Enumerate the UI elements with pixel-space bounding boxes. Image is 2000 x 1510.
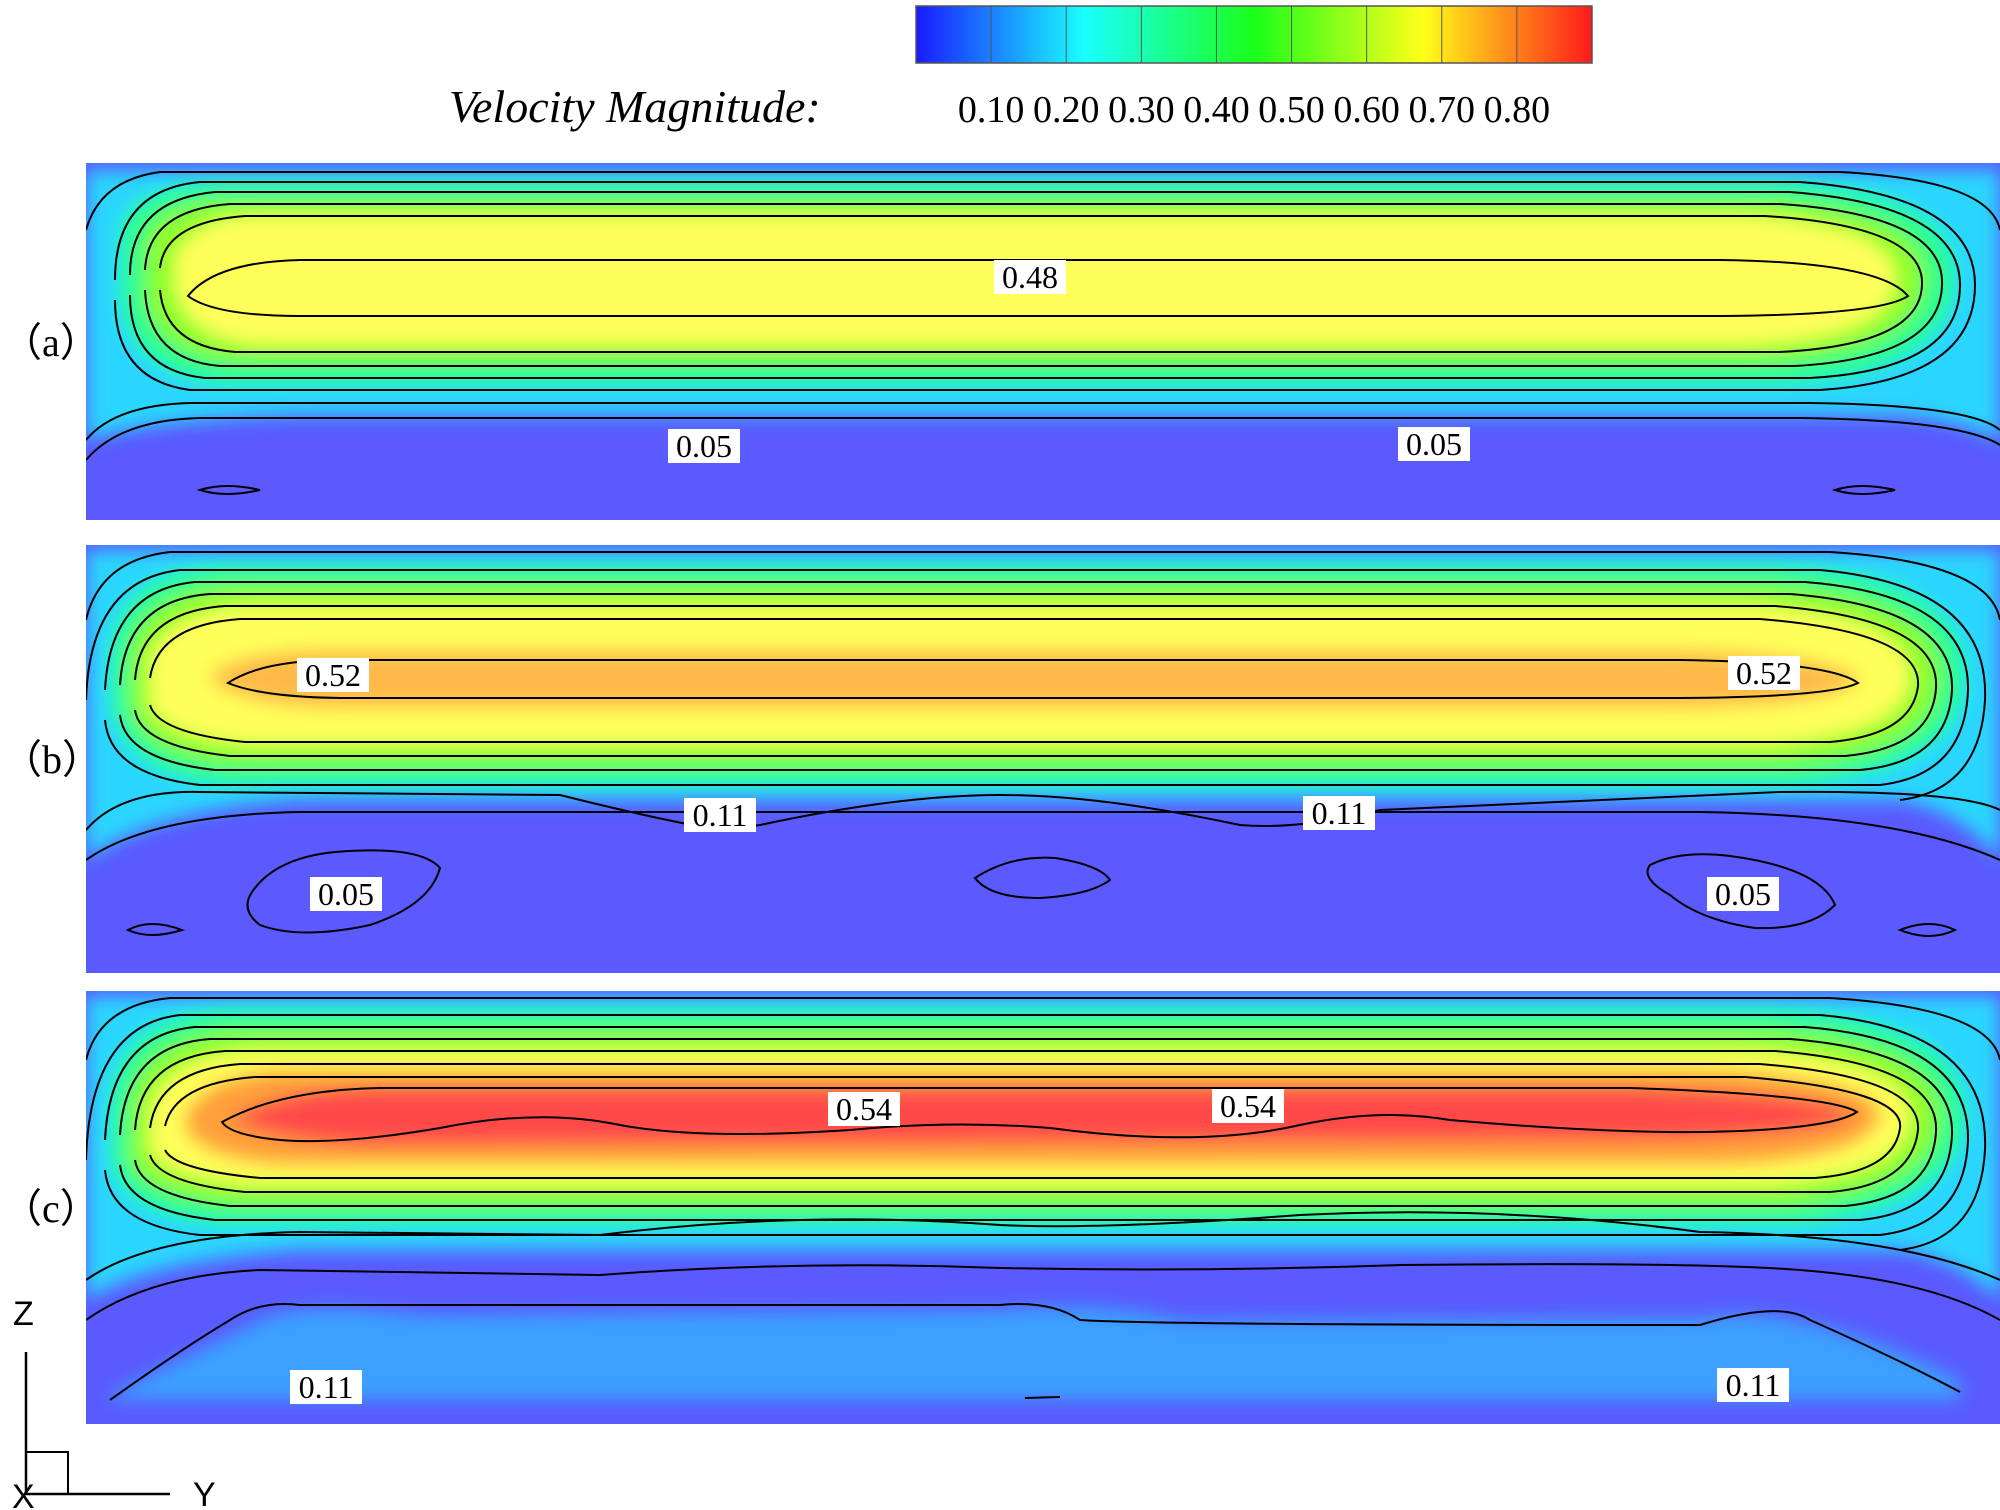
panel-b-labels: 0.52 0.52 0.11 0.11 0.05 0.05 [297, 655, 1800, 912]
colorbar-tick-labels: 0.10 0.20 0.30 0.40 0.50 0.60 0.70 0.80 [958, 89, 1550, 131]
colorbar-tick-label: 0.80 [1484, 89, 1551, 131]
colorbar-gradient [915, 5, 1593, 64]
colorbar: Velocity Magnitude: 0.10 0.20 0.30 0.40 0.50… [449, 5, 1593, 132]
panel-c-tag: （c） [2, 1186, 100, 1231]
contour-label: 0.48 [1002, 259, 1058, 295]
contour-label: 0.11 [693, 797, 748, 833]
panel-b: 0.52 0.52 0.11 0.11 0.05 0.05 [86, 545, 2000, 973]
panel-c-labels: 0.54 0.54 0.11 0.11 [290, 1088, 1789, 1405]
colorbar-tick-label: 0.50 [1258, 89, 1325, 131]
contour-label: 0.54 [1220, 1088, 1276, 1124]
panel-c-contours [86, 997, 2000, 1401]
contour-label-box [310, 877, 382, 911]
contour-label-box [297, 658, 369, 692]
contour-label-box [1303, 796, 1375, 830]
colorbar-tick-label: 0.70 [1409, 89, 1476, 131]
axis-triad: Z Y X [12, 1295, 216, 1510]
panel-a-tag: （a） [2, 320, 100, 365]
contour-label: 0.05 [676, 428, 732, 464]
contour-label: 0.54 [836, 1091, 892, 1127]
colorbar-title: Velocity Magnitude: [449, 81, 821, 132]
panel-a-labels: 0.48 0.05 0.05 [668, 259, 1470, 464]
colorbar-tick-label: 0.40 [1183, 89, 1250, 131]
contour-label-box [1212, 1089, 1284, 1123]
x-axis-label: X [12, 1478, 35, 1510]
contour-label: 0.52 [1736, 655, 1792, 691]
colorbar-dividers [990, 6, 1518, 63]
contour-label-box [684, 798, 756, 832]
colorbar-tick-label: 0.60 [1333, 89, 1400, 131]
contour-label: 0.11 [1726, 1367, 1781, 1403]
contour-label: 0.52 [305, 657, 361, 693]
contour-label-box [828, 1092, 900, 1126]
panel-b-contours [86, 551, 2000, 937]
contour-label-box [290, 1370, 362, 1404]
z-axis-label: Z [13, 1295, 34, 1333]
contour-label-box [1707, 877, 1779, 911]
panel-a: 0.48 0.05 0.05 [86, 163, 2000, 520]
contour-label-box [668, 429, 740, 463]
contour-label-box [994, 260, 1066, 294]
panel-c-field [86, 996, 2000, 1400]
panel-c: 0.54 0.54 0.11 0.11 [86, 991, 2000, 1424]
contour-label-box [1717, 1368, 1789, 1402]
panel-a-contours [86, 171, 2000, 495]
panel-b-tag: （b） [2, 737, 102, 782]
colorbar-tick-label: 0.20 [1033, 89, 1100, 131]
contour-label-box [1398, 427, 1470, 461]
contour-label: 0.05 [318, 876, 374, 912]
contour-label: 0.05 [1406, 426, 1462, 462]
colorbar-tick-label: 0.30 [1108, 89, 1175, 131]
contour-label: 0.11 [1312, 795, 1367, 831]
contour-label: 0.05 [1715, 876, 1771, 912]
panel-a-field [86, 170, 2000, 440]
contour-label: 0.11 [299, 1369, 354, 1405]
contour-label-box [1728, 656, 1800, 690]
colorbar-tick-label: 0.10 [958, 89, 1025, 131]
y-axis-label: Y [193, 1476, 216, 1510]
